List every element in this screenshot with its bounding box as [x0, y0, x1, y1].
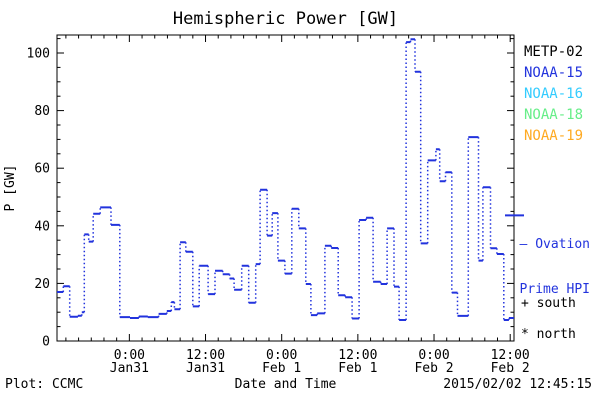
svg-text:Jan31: Jan31 [110, 361, 149, 376]
svg-text:100: 100 [27, 47, 50, 62]
x-axis-title: Date and Time [234, 377, 337, 392]
legend-noaa-15: NOAA-15 [524, 65, 584, 81]
svg-text:Jan31: Jan31 [186, 361, 225, 376]
svg-text:80: 80 [34, 104, 50, 119]
y-axis: 0 20 40 60 80 100 P [GW] [3, 38, 514, 350]
svg-text:Feb 1: Feb 1 [338, 361, 377, 376]
svg-text:Feb 1: Feb 1 [262, 361, 301, 376]
chart-title: Hemispheric Power [GW] [172, 9, 399, 29]
svg-text:0:00: 0:00 [266, 348, 297, 363]
legend-noaa-16: NOAA-16 [524, 86, 584, 102]
svg-text:Feb 2: Feb 2 [414, 361, 453, 376]
south-marker-label: + south [521, 296, 576, 311]
svg-text:0: 0 [42, 335, 50, 350]
north-marker-label: * north [521, 327, 576, 342]
svg-text:60: 60 [34, 162, 50, 177]
svg-text:20: 20 [34, 277, 50, 292]
hpi-step-series [57, 38, 514, 321]
legend-noaa-19: NOAA-19 [524, 128, 584, 144]
svg-text:12:00: 12:00 [186, 348, 225, 363]
legend-noaa-18: NOAA-18 [524, 107, 584, 123]
legend-metp-02: METP-02 [524, 44, 584, 60]
y-axis-label: P [GW] [3, 165, 18, 212]
satellite-legend: METP-02 NOAA-15 NOAA-16 NOAA-18 NOAA-19 [524, 44, 583, 149]
svg-text:12:00: 12:00 [338, 348, 377, 363]
svg-text:12:00: 12:00 [491, 348, 530, 363]
plot-timestamp: 2015/02/02 12:45:15 [443, 377, 592, 392]
ovation-prime-hpi-label: – Ovation Prime HPI [497, 207, 590, 327]
ovation-label-line1: – Ovation [519, 237, 590, 252]
svg-text:40: 40 [34, 219, 50, 234]
svg-text:Feb 2: Feb 2 [491, 361, 530, 376]
svg-text:0:00: 0:00 [418, 348, 449, 363]
svg-text:0:00: 0:00 [114, 348, 145, 363]
axes-box [56, 34, 515, 342]
ovation-label-line2: Prime HPI [519, 282, 590, 297]
plot-credit: Plot: CCMC [5, 377, 84, 392]
